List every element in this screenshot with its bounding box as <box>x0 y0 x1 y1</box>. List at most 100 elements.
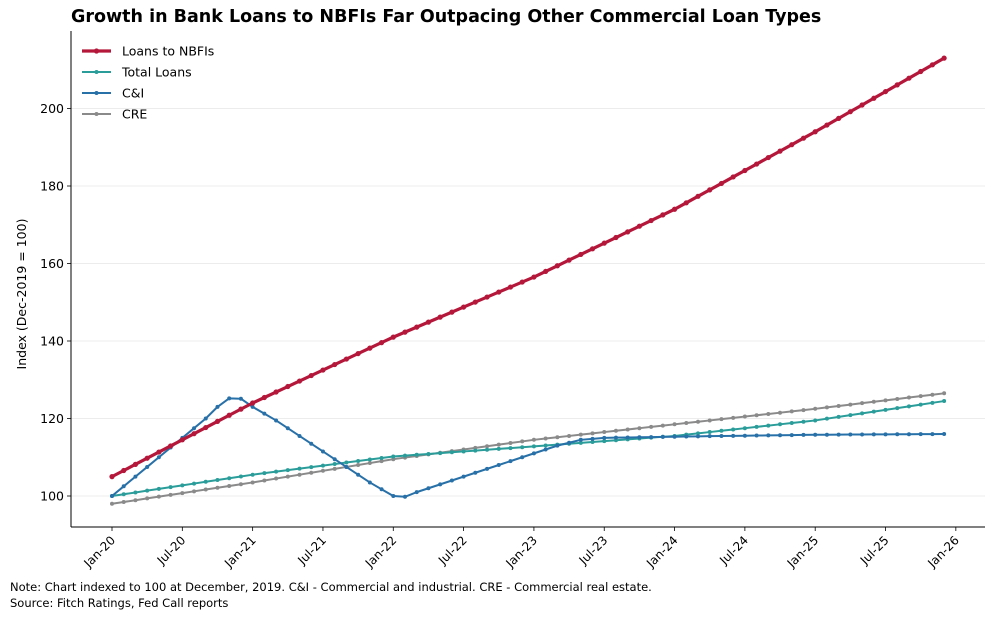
data-point <box>707 430 712 435</box>
data-point <box>250 472 255 477</box>
data-point <box>508 446 513 451</box>
data-point <box>507 284 514 290</box>
data-point <box>742 426 747 431</box>
data-point <box>133 490 138 495</box>
data-point <box>883 398 888 403</box>
data-point <box>742 414 747 419</box>
data-point <box>145 464 150 469</box>
data-point <box>180 483 185 488</box>
x-tick-label: Jul-23 <box>576 533 611 568</box>
data-point <box>227 396 232 401</box>
data-point <box>789 433 794 438</box>
x-tick-label: Jul-25 <box>857 533 892 568</box>
data-point <box>133 498 138 503</box>
data-point <box>508 441 513 446</box>
series-lines <box>109 55 947 506</box>
data-point <box>438 451 443 456</box>
y-tick-label: 180 <box>40 179 64 194</box>
data-point <box>168 443 174 449</box>
data-point <box>731 427 736 432</box>
data-point <box>906 75 912 81</box>
data-point <box>590 431 595 436</box>
legend-item-loans-to-nbfis: Loans to NBFIs <box>82 44 214 59</box>
data-point <box>566 257 572 263</box>
data-point <box>883 432 888 437</box>
data-point <box>636 223 643 229</box>
series-cre <box>110 391 947 506</box>
data-point <box>742 167 748 174</box>
data-point <box>367 345 373 351</box>
data-point <box>696 434 700 439</box>
data-point <box>602 435 607 440</box>
data-point <box>731 433 736 438</box>
data-point <box>848 402 853 407</box>
series-line-loans-to-nbfis <box>111 56 945 479</box>
data-point <box>929 62 936 68</box>
data-point <box>461 304 467 310</box>
data-point <box>895 396 900 401</box>
data-point <box>719 434 724 439</box>
data-point <box>168 492 173 497</box>
data-point <box>356 472 361 477</box>
data-point <box>860 432 865 437</box>
data-point <box>942 399 947 404</box>
data-point <box>543 268 549 275</box>
data-point <box>425 319 432 325</box>
data-point <box>508 459 513 464</box>
data-point <box>778 433 783 438</box>
data-point <box>378 340 385 346</box>
data-point <box>555 435 560 440</box>
y-tick-label: 100 <box>40 489 64 504</box>
data-point <box>894 82 900 88</box>
data-point <box>848 432 853 437</box>
chart-source: Source: Fitch Ratings, Fed Call reports <box>10 596 229 610</box>
data-point <box>882 88 889 95</box>
y-tick-label: 200 <box>40 101 64 116</box>
data-point <box>813 406 818 411</box>
data-point <box>145 496 150 501</box>
data-point <box>918 402 923 407</box>
x-tick-label: Jan-23 <box>502 533 540 571</box>
data-point <box>731 415 736 420</box>
data-point <box>379 459 384 464</box>
data-point <box>472 299 478 305</box>
data-point <box>203 479 208 484</box>
data-point <box>262 471 267 476</box>
data-point <box>671 206 678 212</box>
data-point <box>215 404 220 409</box>
data-point <box>496 442 501 447</box>
data-point <box>356 459 361 464</box>
x-tick-label: Jul-21 <box>294 533 329 568</box>
data-point <box>637 435 642 440</box>
data-point <box>309 441 314 446</box>
y-axis-label: Index (Dec-2019 = 100) <box>14 219 29 370</box>
data-point <box>297 433 302 438</box>
data-point <box>262 411 267 416</box>
data-point <box>274 469 279 474</box>
legend-item-cre: CRE <box>82 107 147 122</box>
data-point <box>695 193 701 199</box>
data-point <box>320 463 325 468</box>
data-point <box>555 443 560 448</box>
data-point <box>250 404 255 409</box>
y-tick-label: 160 <box>40 256 64 271</box>
data-point <box>274 476 279 481</box>
data-point <box>848 413 853 418</box>
data-point <box>906 432 911 437</box>
data-point <box>824 416 829 421</box>
data-point <box>414 490 419 495</box>
data-point <box>214 418 221 425</box>
data-point <box>672 434 677 439</box>
data-point <box>589 246 596 252</box>
data-point <box>402 329 408 335</box>
data-point <box>449 450 454 455</box>
data-point <box>473 470 478 475</box>
y-tick-label: 140 <box>40 334 64 349</box>
data-point <box>110 501 114 506</box>
data-point <box>754 424 759 429</box>
data-point <box>309 470 314 475</box>
data-point <box>379 487 384 492</box>
data-point <box>226 412 232 418</box>
data-point <box>262 478 267 483</box>
data-point <box>520 445 525 450</box>
